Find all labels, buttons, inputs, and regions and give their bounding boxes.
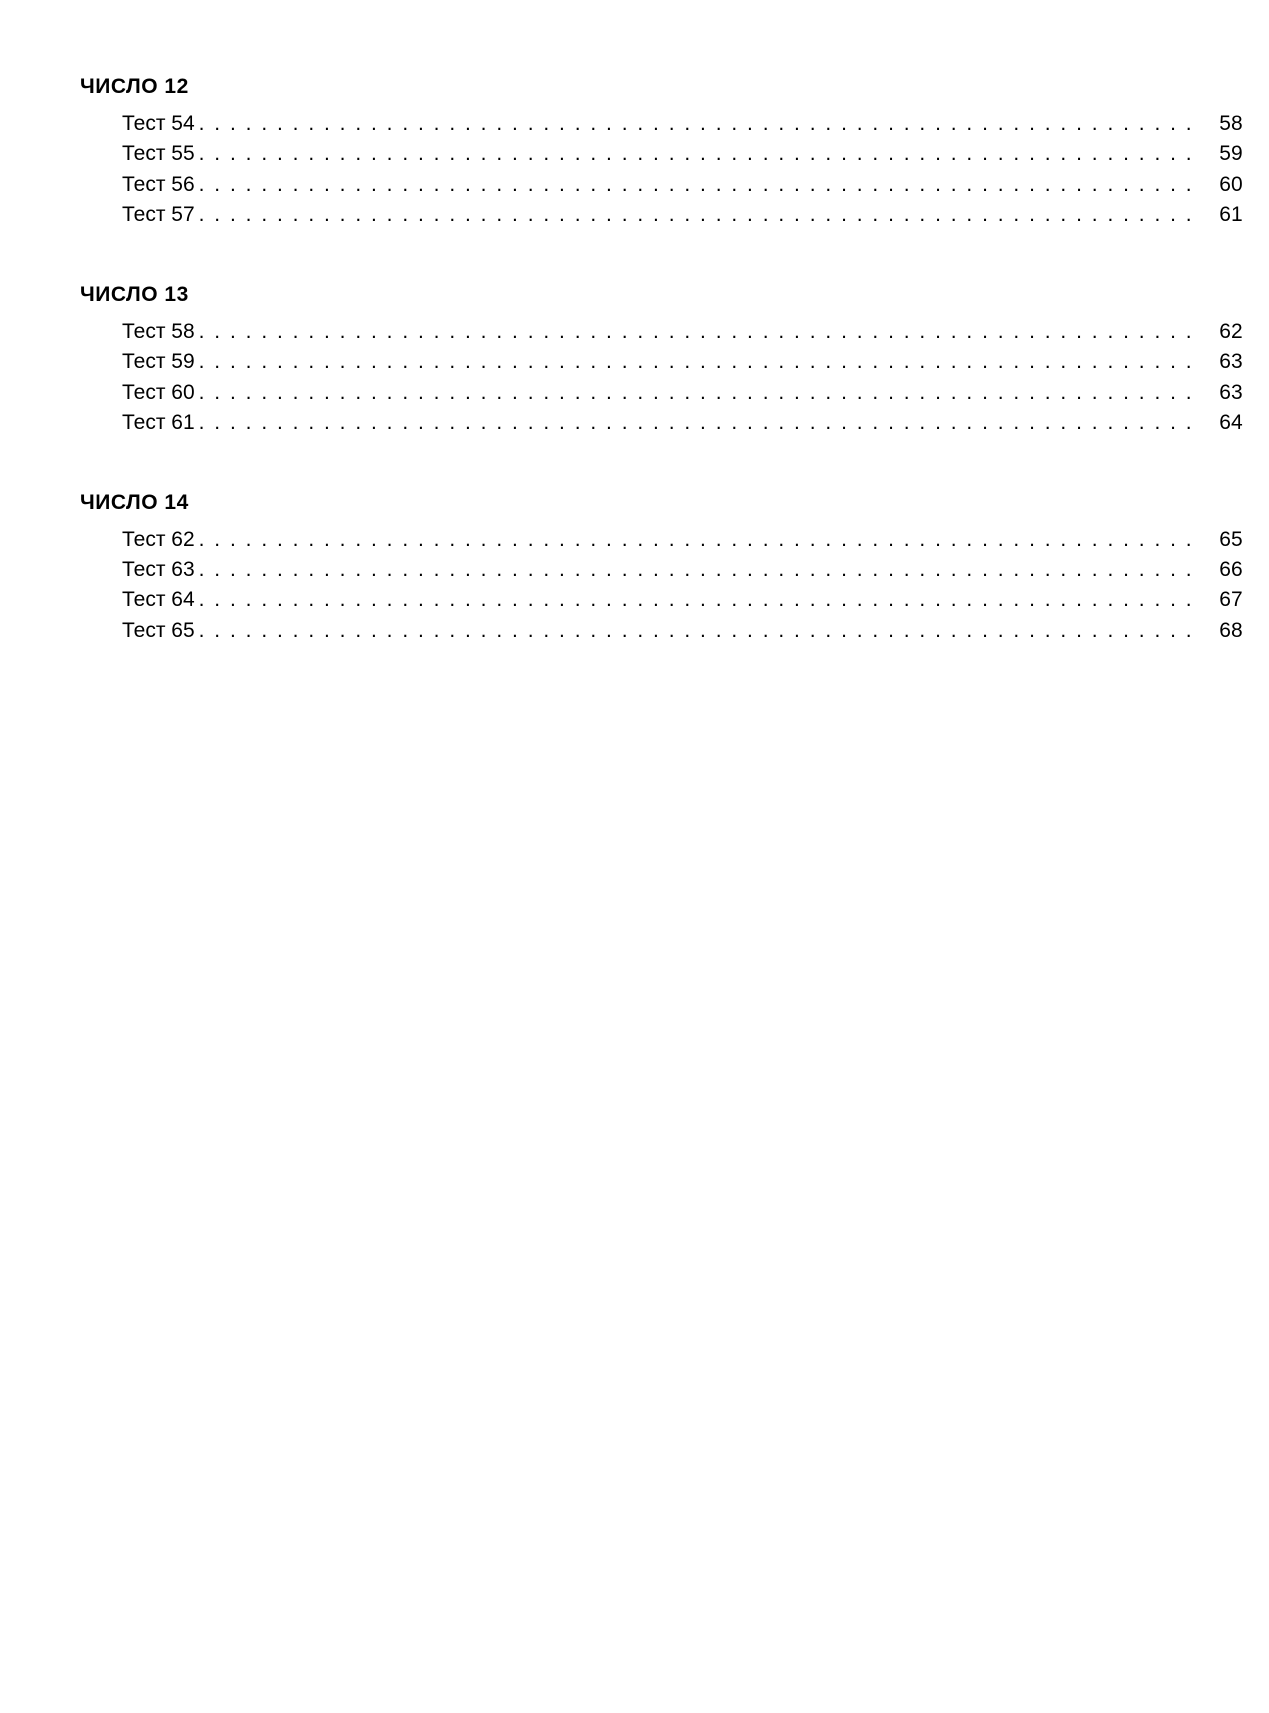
- entry-label: Тест 64: [122, 585, 195, 615]
- entry-page: 60: [1198, 170, 1243, 200]
- section-chislo-12: ЧИСЛО 12 Тест 54 58 Тест 55 59 Тест 56 6…: [80, 75, 1243, 231]
- entry-page: 63: [1198, 347, 1243, 377]
- entry-label: Тест 56: [122, 170, 195, 200]
- section-title: ЧИСЛО 14: [80, 491, 1243, 515]
- section-chislo-13: ЧИСЛО 13 Тест 58 62 Тест 59 63 Тест 60 6…: [80, 283, 1243, 439]
- toc-entry: Тест 54 58: [80, 109, 1243, 139]
- dot-leader: [195, 555, 1198, 585]
- toc-entry: Тест 57 61: [80, 200, 1243, 230]
- toc-entry: Тест 64 67: [80, 585, 1243, 615]
- toc-entry: Тест 63 66: [80, 555, 1243, 585]
- entry-page: 65: [1198, 525, 1243, 555]
- entry-page: 63: [1198, 378, 1243, 408]
- entry-page: 62: [1198, 317, 1243, 347]
- dot-leader: [195, 616, 1198, 646]
- entry-label: Тест 54: [122, 109, 195, 139]
- section-chislo-14: ЧИСЛО 14 Тест 62 65 Тест 63 66 Тест 64 6…: [80, 491, 1243, 647]
- entry-label: Тест 58: [122, 317, 195, 347]
- dot-leader: [195, 139, 1198, 169]
- entry-page: 68: [1198, 616, 1243, 646]
- dot-leader: [195, 170, 1198, 200]
- entry-page: 66: [1198, 555, 1243, 585]
- entry-label: Тест 59: [122, 347, 195, 377]
- dot-leader: [195, 585, 1198, 615]
- entry-page: 59: [1198, 139, 1243, 169]
- entry-label: Тест 55: [122, 139, 195, 169]
- dot-leader: [195, 347, 1198, 377]
- toc-column-left: ЧИСЛО 12 Тест 54 58 Тест 55 59 Тест 56 6…: [80, 75, 1243, 698]
- entry-label: Тест 60: [122, 378, 195, 408]
- entry-label: Тест 65: [122, 616, 195, 646]
- section-title: ЧИСЛО 12: [80, 75, 1243, 99]
- dot-leader: [195, 200, 1198, 230]
- entry-label: Тест 63: [122, 555, 195, 585]
- entry-label: Тест 57: [122, 200, 195, 230]
- dot-leader: [195, 317, 1198, 347]
- entry-page: 67: [1198, 585, 1243, 615]
- toc-entry: Тест 61 64: [80, 408, 1243, 438]
- toc-entry: Тест 65 68: [80, 616, 1243, 646]
- toc-entry: Тест 58 62: [80, 317, 1243, 347]
- toc-columns: ЧИСЛО 12 Тест 54 58 Тест 55 59 Тест 56 6…: [80, 75, 1189, 698]
- toc-entry: Тест 55 59: [80, 139, 1243, 169]
- entry-page: 61: [1198, 200, 1243, 230]
- toc-entry: Тест 62 65: [80, 525, 1243, 555]
- section-title: ЧИСЛО 13: [80, 283, 1243, 307]
- toc-entry: Тест 56 60: [80, 170, 1243, 200]
- dot-leader: [195, 525, 1198, 555]
- entry-label: Тест 61: [122, 408, 195, 438]
- dot-leader: [195, 109, 1198, 139]
- entry-page: 58: [1198, 109, 1243, 139]
- entry-label: Тест 62: [122, 525, 195, 555]
- toc-entry: Тест 60 63: [80, 378, 1243, 408]
- dot-leader: [195, 408, 1198, 438]
- dot-leader: [195, 378, 1198, 408]
- toc-entry: Тест 59 63: [80, 347, 1243, 377]
- entry-page: 64: [1198, 408, 1243, 438]
